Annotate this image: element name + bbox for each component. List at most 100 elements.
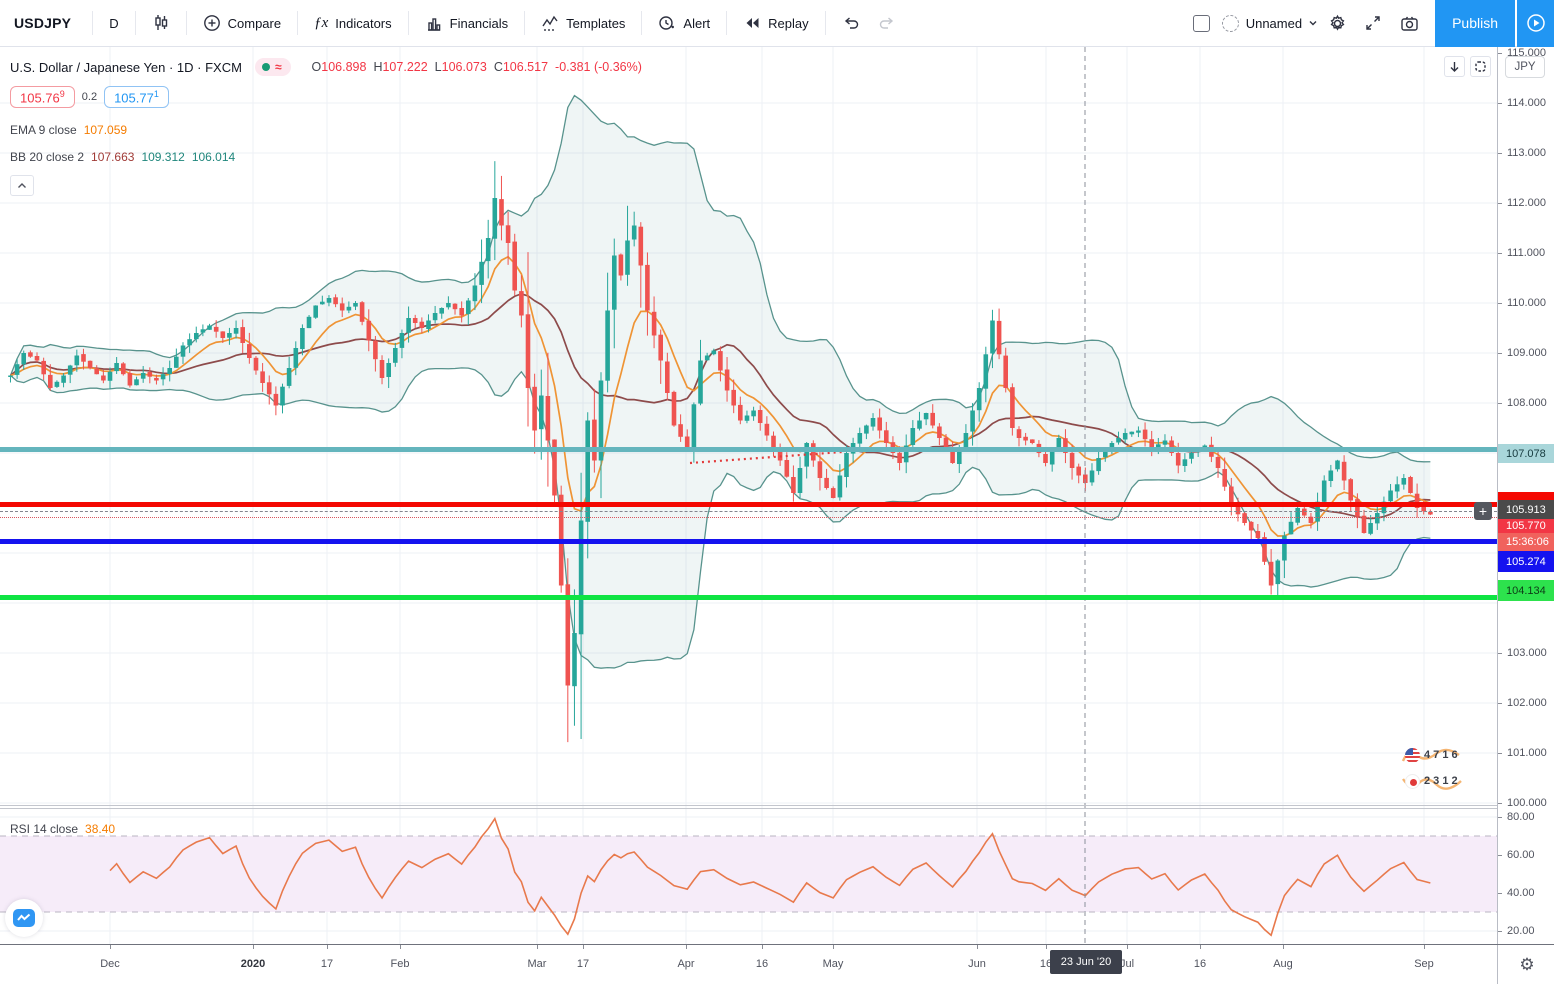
arrow-down-icon [1450,61,1459,72]
crosshair-date-badge: 23 Jun '20 [1050,950,1122,974]
templates-button[interactable]: Templates [532,6,634,40]
snapshot-button[interactable] [1391,6,1427,40]
chevron-down-icon[interactable] [1307,17,1319,29]
toolbar-separator [824,11,826,35]
jp-flag-icon [1405,773,1420,789]
price-tick: 101.000 [1498,746,1554,760]
time-tick-mark [400,945,401,949]
fullscreen-button[interactable] [1355,6,1391,40]
camera-icon [1400,16,1418,31]
legend-collapse-button[interactable] [10,175,34,196]
spread-value: 0.2 [81,91,98,104]
price-tick: 114.000 [1498,96,1554,110]
publish-menu-button[interactable] [1517,0,1554,47]
maximize-pane-button[interactable] [1470,56,1491,77]
quote-buttons: 105.769 0.2 105.771 [10,86,169,109]
symbol-button[interactable]: USDJPY [14,15,72,31]
time-tick-mark [1127,945,1128,949]
bb-basis-value: 107.663 [91,150,135,164]
time-tick: 16 [1193,958,1207,970]
bb-lower-value: 106.014 [191,150,236,164]
ohlc-values: O106.898 H107.222 L106.073 C106.517 -0.3… [311,60,642,74]
alert-dotted-line[interactable] [0,517,1497,518]
time-tick: Dec [100,958,120,970]
change-value: -0.381 (-0.36%) [555,60,642,74]
toolbar-separator [297,11,299,35]
approx-icon: ≈ [274,60,282,74]
price-tick: 113.000 [1498,146,1554,160]
currency-toggle[interactable]: JPY [1505,56,1545,78]
price-tick: 40.00 [1498,886,1554,900]
price-tick: 60.00 [1498,848,1554,862]
time-tick-mark [1200,945,1201,949]
low-value: 106.073 [441,60,487,74]
toolbar-separator [524,11,526,35]
time-tick-mark [762,945,763,949]
time-tick-mark [327,945,328,949]
layout-name-dropdown[interactable]: Unnamed [1245,15,1303,31]
pane-separator[interactable] [0,805,1497,806]
time-tick: 17 [576,958,590,970]
pane-separator[interactable] [0,808,1497,809]
toolbar-right: Unnamed Publish [1181,0,1554,47]
price-chart-pane[interactable]: U.S. Dollar / Japanese Yen · 1D · FXCM ≈… [0,47,1497,944]
compare-button[interactable]: Compare [194,6,290,40]
toolbar-separator [92,11,94,35]
tradingview-logo[interactable] [5,899,43,937]
price-tick: 112.000 [1498,196,1554,210]
indicators-button[interactable]: ƒx Indicators [314,14,392,31]
market-status-badge[interactable]: ≈ [254,58,291,76]
bb-upper-value: 109.312 [141,150,185,164]
horizontal-ray-blue[interactable] [0,539,1497,544]
toolbar-separator [641,11,643,35]
layout-grid-button[interactable] [1192,14,1210,32]
price-tick: 103.000 [1498,646,1554,660]
time-tick-mark [1424,945,1425,949]
time-tick: Apr [677,958,695,970]
time-tick: 2020 [240,958,266,970]
redo-button[interactable] [869,6,905,40]
chart-main: U.S. Dollar / Japanese Yen · 1D · FXCM ≈… [0,47,1554,984]
price-tick: 109.000 [1498,346,1554,360]
settings-button[interactable] [1319,6,1355,40]
top-toolbar: USDJPY D Compare ƒx Indicators Financial… [0,0,1554,47]
high-value: 107.222 [382,60,428,74]
watermark-row: 4 7 1 6 [1401,742,1475,768]
horizontal-ray-red[interactable] [0,502,1497,507]
time-axis-settings-button[interactable]: ⚙ [1519,955,1535,974]
pane-buttons [1444,56,1491,77]
watermark: 4 7 1 6 2 3 1 2 [1401,742,1475,794]
watermark-digits: 4 7 1 6 [1424,749,1458,761]
time-tick-mark [1283,945,1284,949]
rsi-legend[interactable]: RSI 14 close 38.40 [10,822,116,836]
price-axis[interactable]: JPY 115.000 114.000 113.000 112.000 111.000 1… [1497,47,1554,944]
buy-button[interactable]: 105.771 [104,86,169,109]
replay-button[interactable]: Replay [734,6,817,40]
go-to-realtime-button[interactable] [1444,56,1465,77]
zigzag-icon [542,15,558,31]
undo-button[interactable] [833,6,869,40]
horizontal-ray-teal[interactable] [0,447,1497,452]
rewind-icon [746,18,759,28]
rsi-value: 38.40 [85,822,116,836]
ema-legend[interactable]: EMA 9 close 107.059 [10,123,128,137]
tradingview-glyph-icon [13,909,35,927]
candles-icon [154,15,167,30]
interval-button[interactable]: D [109,15,119,31]
time-tick-mark [686,945,687,949]
time-tick-mark [833,945,834,949]
price-tick: 102.000 [1498,696,1554,710]
chart-type-button[interactable] [143,6,179,40]
symbol-legend: U.S. Dollar / Japanese Yen · 1D · FXCM ≈… [10,58,642,76]
maximize-icon [1475,61,1486,72]
horizontal-ray-green[interactable] [0,595,1497,600]
legend-title[interactable]: U.S. Dollar / Japanese Yen · 1D · FXCM [10,59,242,75]
time-axis[interactable]: Dec 2020 17 Feb Mar 17 Apr 16 May Jun 16 Jul 16 Aug Se… [0,944,1554,984]
alert-button[interactable]: Alert [649,6,719,40]
sell-button[interactable]: 105.769 [10,86,75,109]
bb-legend[interactable]: BB 20 close 2 107.663 109.312 106.014 [10,150,236,164]
financials-button[interactable]: Financials [416,6,518,40]
add-alert-plus-button[interactable]: + [1474,502,1492,520]
us-flag-icon [1405,747,1420,763]
publish-button[interactable]: Publish [1435,0,1515,47]
